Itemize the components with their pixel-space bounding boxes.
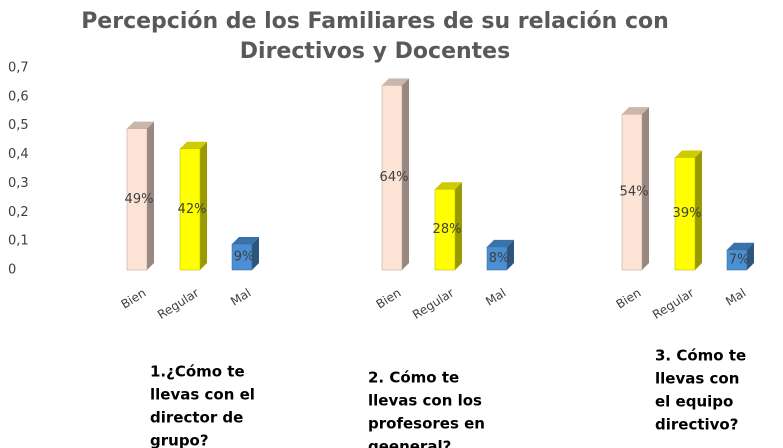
y-tick-label: 0 bbox=[8, 263, 16, 278]
bar bbox=[674, 157, 696, 271]
category-label: llevas con los bbox=[368, 392, 482, 410]
value-label: 28% bbox=[433, 222, 462, 237]
x-tick-label: Regular bbox=[410, 286, 457, 322]
x-tick-label: Bien bbox=[373, 286, 403, 312]
x-tick-label: Regular bbox=[650, 286, 697, 322]
bar-side bbox=[507, 239, 514, 270]
bar-top bbox=[180, 141, 207, 149]
category-label: llevas con bbox=[655, 370, 739, 388]
value-label: 49% bbox=[125, 192, 154, 207]
bar-side bbox=[455, 182, 462, 270]
value-label: 8% bbox=[489, 251, 510, 266]
x-tick-label: Bien bbox=[118, 286, 148, 312]
value-label: 42% bbox=[178, 202, 207, 217]
x-tick-label: Mal bbox=[228, 286, 253, 309]
bar bbox=[231, 243, 253, 271]
y-tick-label: 0,7 bbox=[8, 61, 29, 76]
category-label: llevas con el bbox=[150, 386, 255, 404]
bar-top bbox=[487, 239, 514, 247]
category-label: 3. Cómo te bbox=[655, 347, 746, 365]
value-label: 54% bbox=[620, 185, 649, 200]
chart-title: Percepción de los Familiares de su relac… bbox=[81, 9, 669, 34]
category-label: grupo? bbox=[150, 432, 209, 448]
bar bbox=[126, 128, 148, 271]
bar bbox=[179, 148, 201, 271]
bar bbox=[621, 113, 643, 271]
bar-top bbox=[622, 107, 649, 115]
bar-side bbox=[200, 141, 207, 270]
bar bbox=[486, 246, 508, 271]
bar bbox=[434, 188, 456, 271]
y-tick-label: 0,4 bbox=[8, 147, 29, 162]
bar-top bbox=[232, 237, 259, 245]
x-tick-label: Bien bbox=[613, 286, 643, 312]
value-label: 64% bbox=[380, 170, 409, 185]
category-label: 1.¿Cómo te bbox=[150, 363, 245, 381]
bar-side bbox=[642, 107, 649, 271]
category-label: 2. Cómo te bbox=[368, 369, 459, 387]
x-tick-label: Regular bbox=[155, 286, 202, 322]
bar-top bbox=[675, 150, 702, 158]
bar-top bbox=[435, 182, 462, 190]
bar-side bbox=[252, 237, 259, 270]
bar bbox=[726, 249, 748, 271]
x-tick-label: Mal bbox=[483, 286, 508, 309]
y-tick-label: 0,6 bbox=[8, 89, 29, 104]
value-label: 9% bbox=[234, 250, 255, 265]
chart-title: Directivos y Docentes bbox=[240, 39, 510, 64]
bar bbox=[381, 85, 403, 271]
bar-top bbox=[127, 121, 154, 129]
x-tick-label: Mal bbox=[723, 286, 748, 309]
category-label: director de bbox=[150, 409, 243, 427]
bar-top bbox=[382, 78, 409, 86]
category-label: profesores en bbox=[368, 415, 485, 433]
y-tick-label: 0,1 bbox=[8, 234, 29, 249]
bar-side bbox=[695, 150, 702, 270]
y-tick-label: 0,5 bbox=[8, 118, 29, 133]
bar-side bbox=[747, 242, 754, 270]
bar-top bbox=[727, 242, 754, 250]
y-tick-label: 0,3 bbox=[8, 176, 29, 191]
y-tick-label: 0,2 bbox=[8, 205, 29, 220]
bar-side bbox=[402, 78, 409, 270]
category-label: geeneral? bbox=[368, 438, 451, 448]
value-label: 7% bbox=[729, 252, 750, 267]
bar-side bbox=[147, 121, 154, 270]
value-label: 39% bbox=[673, 206, 702, 221]
category-label: el equipo bbox=[655, 393, 733, 411]
category-label: directivo? bbox=[655, 416, 738, 434]
